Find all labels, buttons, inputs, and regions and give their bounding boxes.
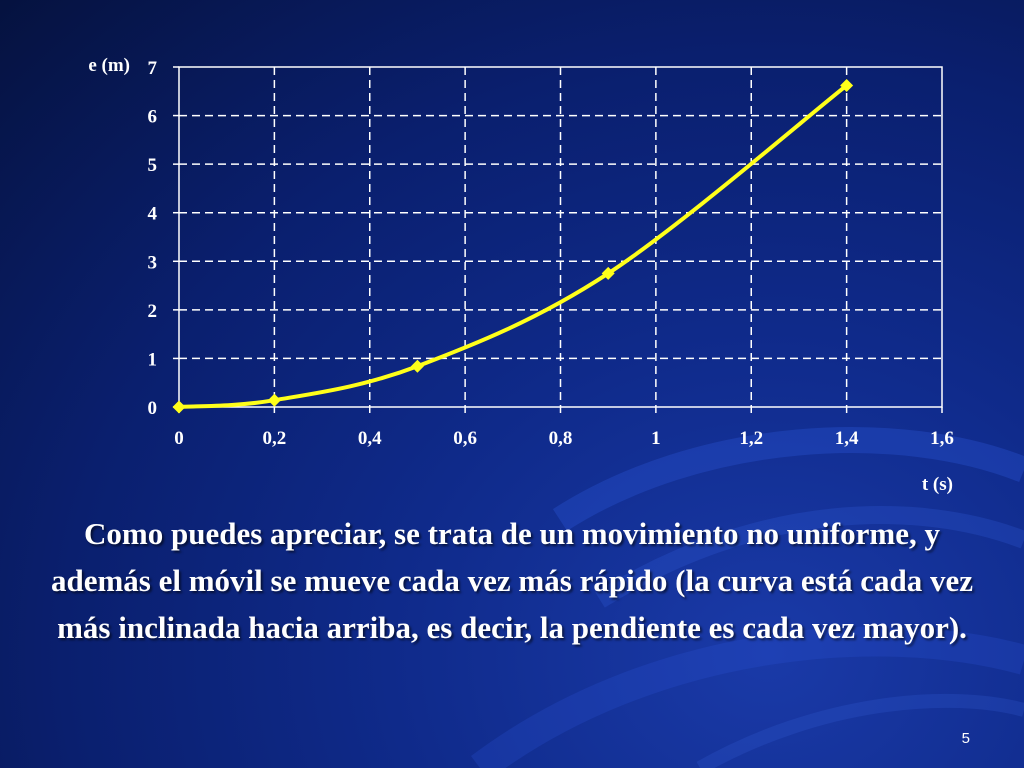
data-point-marker <box>267 393 281 407</box>
x-axis-label: t (s) <box>922 474 953 495</box>
x-tick-label: 1,4 <box>835 428 859 449</box>
x-tick-label: 0,8 <box>549 428 573 449</box>
grid-lines <box>179 67 942 407</box>
slide-number: 5 <box>961 730 970 747</box>
x-tick-label: 1 <box>651 428 661 449</box>
x-tick-label: 1,6 <box>930 428 954 449</box>
slide-caption: Como puedes apreciar, se trata de un mov… <box>50 516 974 645</box>
y-tick-label: 2 <box>148 301 158 322</box>
y-tick-label: 5 <box>148 155 158 176</box>
x-tick-label: 1,2 <box>739 428 763 449</box>
x-tick-label: 0,4 <box>358 428 382 449</box>
data-point-marker <box>172 400 186 414</box>
x-tick-label: 0,6 <box>453 428 477 449</box>
y-tick-label: 6 <box>148 107 158 128</box>
y-axis-label: e (m) <box>88 55 130 76</box>
y-tick-label: 4 <box>148 204 158 225</box>
y-tick-label: 1 <box>148 349 158 370</box>
y-tick-label: 3 <box>148 252 158 273</box>
x-tick-label: 0 <box>174 428 184 449</box>
data-point-marker <box>840 78 854 92</box>
y-tick-label: 0 <box>148 398 158 419</box>
series-line <box>177 83 849 409</box>
data-point-marker <box>601 266 615 280</box>
x-tick-label: 0,2 <box>263 428 287 449</box>
y-tick-label: 7 <box>148 58 158 79</box>
data-point-marker <box>410 359 424 373</box>
